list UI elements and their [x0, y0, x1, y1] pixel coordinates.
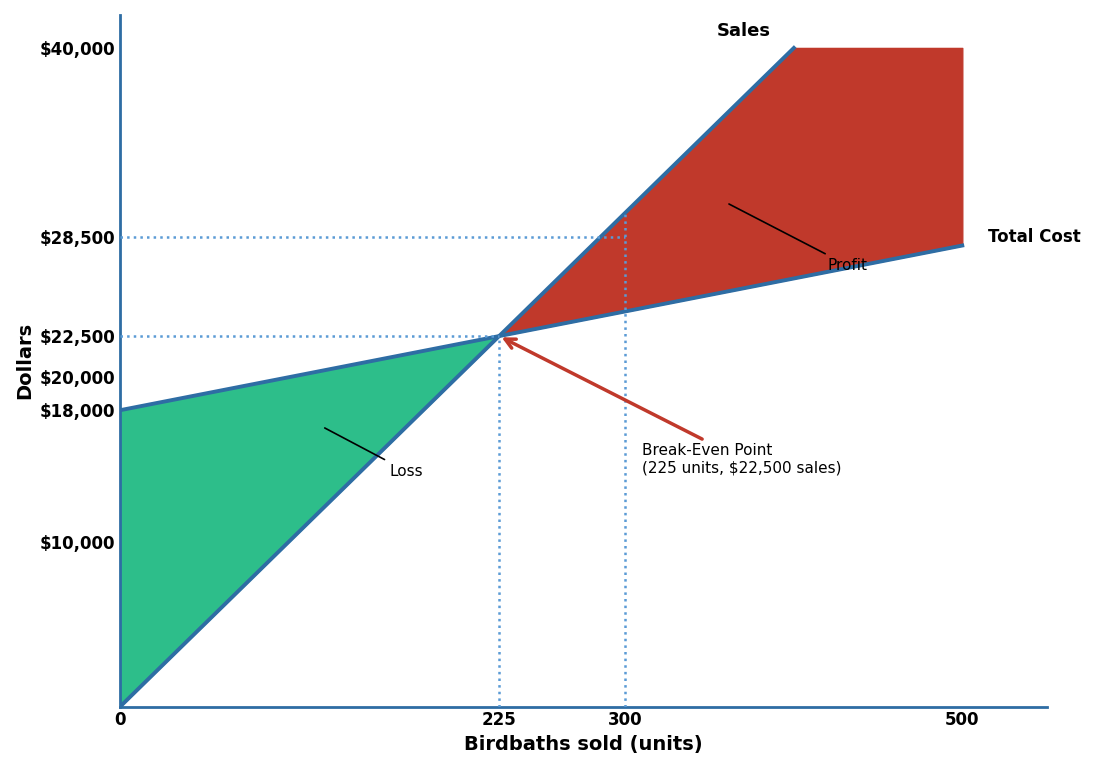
X-axis label: Birdbaths sold (units): Birdbaths sold (units)	[464, 735, 703, 754]
Text: Loss: Loss	[324, 428, 424, 478]
Text: Break-Even Point
(225 units, $22,500 sales): Break-Even Point (225 units, $22,500 sal…	[505, 339, 842, 475]
Y-axis label: Dollars: Dollars	[15, 322, 34, 399]
Text: Total Cost: Total Cost	[988, 228, 1080, 246]
Text: Profit: Profit	[729, 204, 868, 273]
Text: Sales: Sales	[716, 22, 770, 40]
